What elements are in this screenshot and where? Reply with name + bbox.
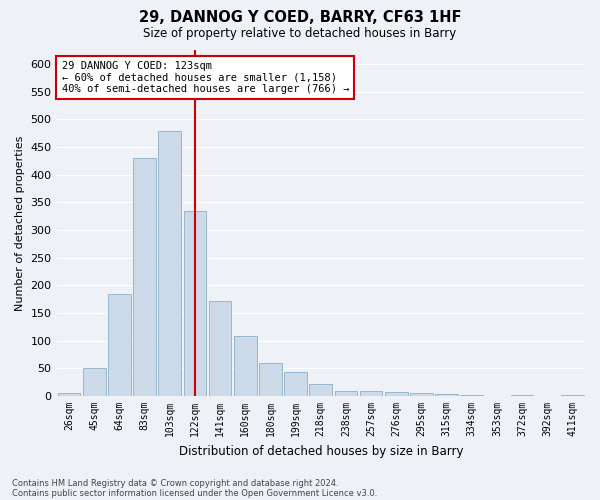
Bar (58, 394, 80, 396)
Bar (310, 384, 332, 396)
Bar (460, 395, 483, 396)
Bar (284, 372, 307, 396)
Bar (209, 301, 232, 396)
Bar (184, 210, 206, 396)
Text: Contains public sector information licensed under the Open Government Licence v3: Contains public sector information licen… (12, 488, 377, 498)
Bar (410, 394, 433, 396)
Bar (108, 294, 131, 396)
Bar (234, 336, 257, 396)
Text: Contains HM Land Registry data © Crown copyright and database right 2024.: Contains HM Land Registry data © Crown c… (12, 478, 338, 488)
Bar (133, 158, 156, 396)
Text: 29 DANNOG Y COED: 123sqm
← 60% of detached houses are smaller (1,158)
40% of sem: 29 DANNOG Y COED: 123sqm ← 60% of detach… (62, 61, 349, 94)
Bar (259, 363, 282, 396)
Bar (385, 392, 407, 396)
Bar (360, 390, 382, 396)
Bar (435, 394, 458, 396)
Bar (83, 368, 106, 396)
Bar (158, 132, 181, 396)
X-axis label: Distribution of detached houses by size in Barry: Distribution of detached houses by size … (179, 444, 463, 458)
Y-axis label: Number of detached properties: Number of detached properties (15, 136, 25, 310)
Bar (561, 395, 584, 396)
Bar (335, 390, 357, 396)
Bar (511, 395, 533, 396)
Text: Size of property relative to detached houses in Barry: Size of property relative to detached ho… (143, 28, 457, 40)
Text: 29, DANNOG Y COED, BARRY, CF63 1HF: 29, DANNOG Y COED, BARRY, CF63 1HF (139, 10, 461, 25)
